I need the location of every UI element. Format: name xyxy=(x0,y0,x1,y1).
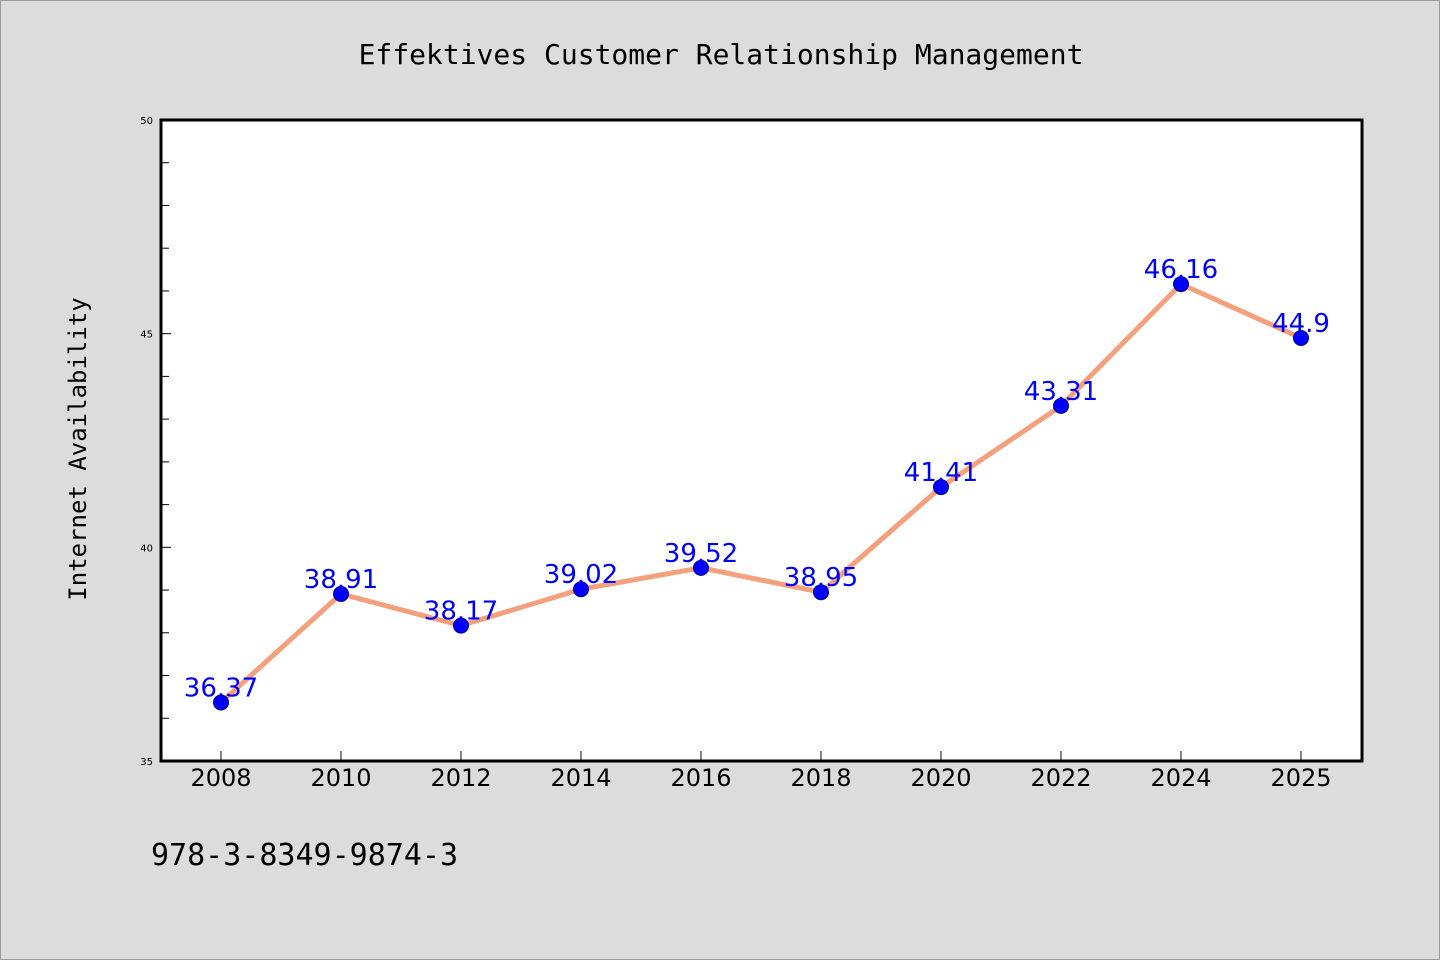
chart-title: Effektives Customer Relationship Managem… xyxy=(359,38,1084,71)
y-tick-label: 50 xyxy=(140,116,153,127)
x-tick-label: 2024 xyxy=(1150,764,1211,792)
data-point xyxy=(933,479,949,496)
x-tick-label: 2014 xyxy=(550,764,611,792)
data-label: 39.52 xyxy=(664,539,738,569)
x-tick-label: 2022 xyxy=(1030,764,1091,792)
isbn-text: 978-3-8349-9874-3 xyxy=(151,838,458,873)
x-tick-label: 2010 xyxy=(310,764,371,792)
x-tick-label: 2012 xyxy=(430,764,491,792)
data-point xyxy=(213,694,229,711)
data-point xyxy=(693,559,709,576)
data-label: 43.31 xyxy=(1024,377,1098,407)
plot-area xyxy=(159,118,1364,763)
data-point xyxy=(813,584,829,601)
data-point xyxy=(1293,329,1309,346)
data-point xyxy=(453,617,469,634)
data-point xyxy=(333,585,349,602)
y-axis: 35 40 45 50 xyxy=(140,116,171,768)
data-points xyxy=(213,276,1309,711)
data-point xyxy=(1173,276,1189,293)
series-line xyxy=(218,281,1304,705)
x-tick-label: 2018 xyxy=(790,764,851,792)
y-tick-label: 35 xyxy=(140,757,153,768)
y-tick-label: 45 xyxy=(140,330,153,341)
data-label: 46.16 xyxy=(1144,255,1218,285)
data-label: 38.91 xyxy=(304,565,378,595)
data-label: 38.95 xyxy=(784,563,858,593)
data-labels: 36.37 38.91 38.17 39.02 39.52 38.95 41.41 43.31… xyxy=(184,255,1330,703)
data-label: 38.17 xyxy=(424,597,498,627)
x-tick-label: 2025 xyxy=(1270,764,1331,792)
data-point xyxy=(1053,397,1069,414)
x-axis: 2008 2010 2012 2014 2016 2018 2020 2022 2024 2025 xyxy=(190,751,1332,792)
x-tick-label: 2008 xyxy=(190,764,251,792)
data-label: 39.02 xyxy=(544,560,618,590)
x-tick-label: 2020 xyxy=(910,764,971,792)
data-point xyxy=(573,581,589,598)
data-label: 41.41 xyxy=(904,458,978,488)
data-label: 44.9 xyxy=(1272,309,1330,339)
y-tick-label: 40 xyxy=(140,543,153,554)
y-axis-label: Internet Availability xyxy=(64,297,92,600)
x-tick-label: 2016 xyxy=(670,764,731,792)
data-label: 36.37 xyxy=(184,673,258,703)
